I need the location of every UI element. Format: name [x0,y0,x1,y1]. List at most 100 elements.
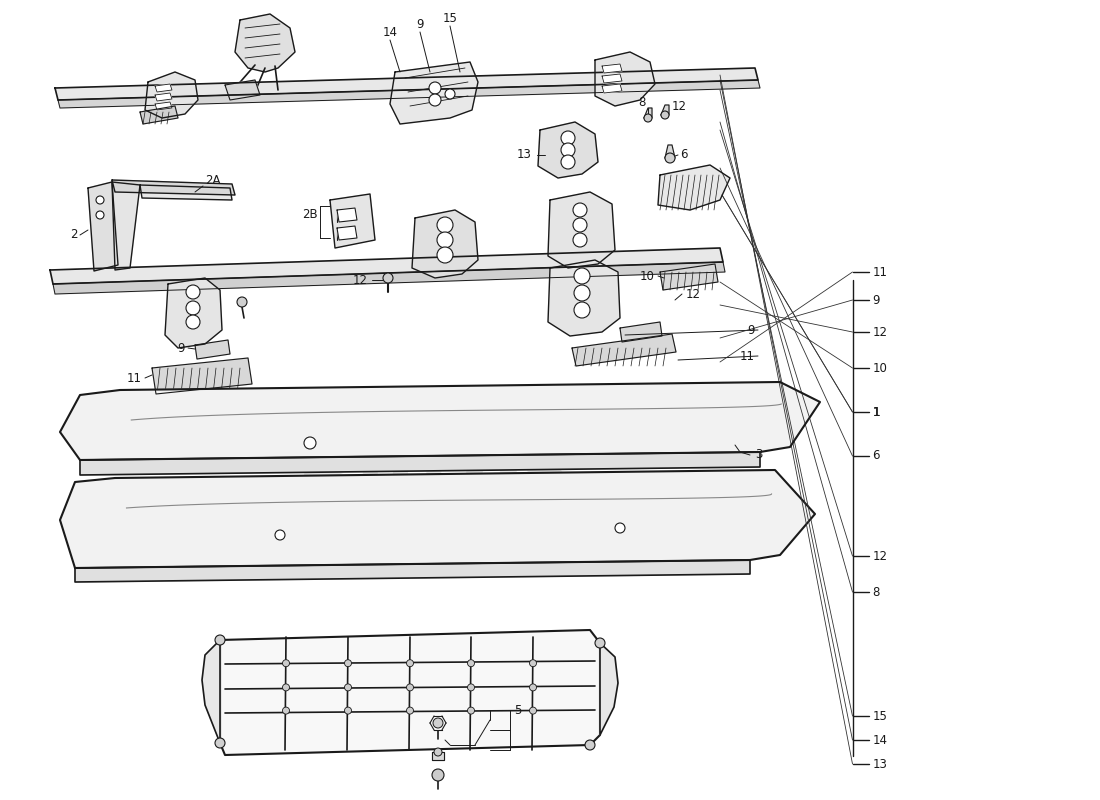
Polygon shape [644,108,652,118]
Polygon shape [602,64,621,73]
Text: 10: 10 [640,270,654,282]
Circle shape [529,684,537,691]
Circle shape [407,660,414,666]
Polygon shape [330,194,375,248]
Polygon shape [602,74,621,83]
Text: 2: 2 [70,229,78,242]
Polygon shape [53,262,725,294]
Polygon shape [666,145,675,158]
Polygon shape [412,210,478,278]
Circle shape [432,769,444,781]
Polygon shape [572,334,676,366]
Polygon shape [50,248,723,284]
Polygon shape [432,752,444,760]
Circle shape [437,232,453,248]
Circle shape [344,684,352,691]
Text: 9: 9 [177,342,185,354]
Circle shape [429,94,441,106]
Circle shape [529,660,537,666]
Polygon shape [620,322,662,342]
Text: 2A: 2A [205,174,220,186]
Polygon shape [202,640,220,743]
Text: 12: 12 [686,287,701,301]
Text: 1: 1 [872,406,880,418]
Circle shape [214,738,225,748]
Circle shape [446,89,455,99]
Text: 9: 9 [748,323,755,337]
Circle shape [666,153,675,163]
Polygon shape [220,630,600,755]
Circle shape [186,315,200,329]
Circle shape [407,684,414,691]
Text: 15: 15 [872,710,888,722]
Polygon shape [595,52,654,106]
Circle shape [383,273,393,283]
Text: 13: 13 [517,149,532,162]
Polygon shape [75,560,750,582]
Polygon shape [140,106,178,124]
Polygon shape [600,643,618,735]
Circle shape [573,203,587,217]
Text: 3: 3 [755,449,762,462]
Polygon shape [152,358,252,394]
Polygon shape [390,62,478,124]
Polygon shape [155,102,172,110]
Text: 13: 13 [872,758,888,770]
Circle shape [304,437,316,449]
Polygon shape [658,165,730,210]
Polygon shape [548,192,615,268]
Polygon shape [337,226,358,240]
Circle shape [437,247,453,263]
Circle shape [574,285,590,301]
Polygon shape [55,68,758,100]
Circle shape [574,268,590,284]
Circle shape [344,660,352,666]
Text: 5: 5 [514,703,521,717]
Text: 12: 12 [353,274,369,286]
Circle shape [561,155,575,169]
Text: 6: 6 [872,450,880,462]
Polygon shape [660,264,718,290]
Polygon shape [548,260,620,336]
Circle shape [344,707,352,714]
Polygon shape [140,185,232,200]
Text: 6: 6 [680,149,688,162]
Text: 9: 9 [416,18,424,30]
Polygon shape [155,84,172,92]
Text: 14: 14 [872,734,888,746]
Circle shape [437,217,453,233]
Circle shape [275,530,285,540]
Circle shape [96,211,104,219]
Circle shape [529,707,537,714]
Text: 10: 10 [872,362,888,374]
Circle shape [283,660,289,666]
Circle shape [595,638,605,648]
Circle shape [615,523,625,533]
Circle shape [574,302,590,318]
Text: 12: 12 [872,550,888,562]
Text: 8: 8 [872,586,880,598]
Circle shape [186,301,200,315]
Circle shape [434,748,442,756]
Text: 11: 11 [740,350,755,362]
Polygon shape [112,180,235,195]
Circle shape [468,660,474,666]
Polygon shape [538,122,598,178]
Text: a Porsche parts since 1985: a Porsche parts since 1985 [200,533,407,547]
Circle shape [561,131,575,145]
Polygon shape [80,452,760,475]
Text: 8: 8 [638,95,646,109]
Circle shape [96,196,104,204]
Circle shape [407,707,414,714]
Circle shape [573,218,587,232]
Circle shape [644,114,652,122]
Circle shape [468,707,474,714]
Circle shape [585,740,595,750]
Text: 11: 11 [126,371,142,385]
Polygon shape [60,470,815,568]
Polygon shape [155,93,172,101]
Text: 9: 9 [872,294,880,306]
Circle shape [433,718,443,728]
Polygon shape [195,340,230,359]
Text: 15: 15 [442,11,458,25]
